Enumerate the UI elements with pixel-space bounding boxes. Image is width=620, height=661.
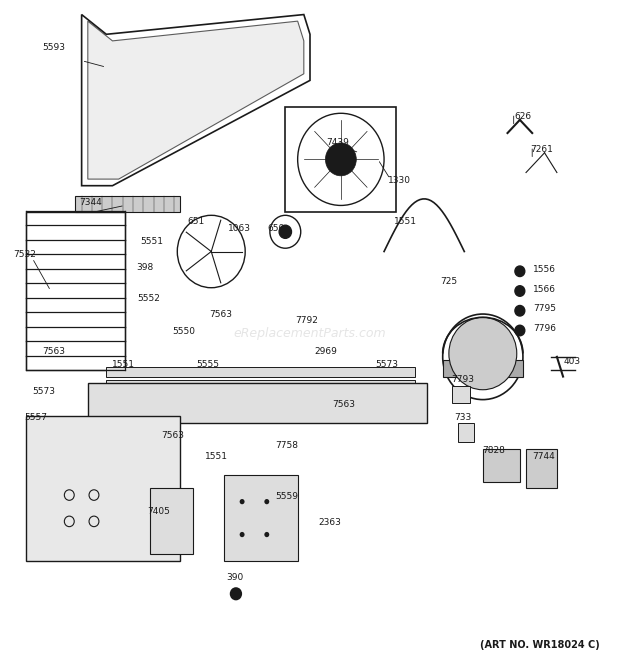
Bar bbox=[106, 393, 415, 403]
Text: 725: 725 bbox=[440, 277, 458, 286]
Text: 7758: 7758 bbox=[275, 441, 298, 450]
Circle shape bbox=[515, 325, 525, 336]
Text: (ART NO. WR18024 C): (ART NO. WR18024 C) bbox=[480, 640, 600, 650]
Circle shape bbox=[264, 532, 269, 537]
Circle shape bbox=[326, 143, 356, 176]
Text: 2363: 2363 bbox=[318, 518, 341, 527]
Circle shape bbox=[279, 225, 291, 239]
Text: 1551: 1551 bbox=[394, 217, 417, 227]
Text: 5550: 5550 bbox=[172, 327, 195, 336]
Text: 651: 651 bbox=[187, 217, 205, 227]
Text: 5552: 5552 bbox=[137, 294, 160, 303]
Text: 7563: 7563 bbox=[209, 309, 232, 319]
Polygon shape bbox=[88, 21, 304, 179]
Text: 7563: 7563 bbox=[332, 400, 355, 408]
Bar bbox=[285, 106, 396, 212]
Text: 5573: 5573 bbox=[376, 360, 399, 369]
Text: 7828: 7828 bbox=[482, 446, 505, 455]
Circle shape bbox=[515, 266, 525, 276]
Circle shape bbox=[264, 499, 269, 504]
Circle shape bbox=[240, 532, 244, 537]
Text: 7563: 7563 bbox=[42, 347, 65, 356]
Text: 1551: 1551 bbox=[205, 452, 228, 461]
Bar bbox=[26, 416, 180, 561]
Bar bbox=[224, 475, 298, 561]
Text: 5559: 5559 bbox=[275, 492, 298, 501]
Text: 733: 733 bbox=[454, 413, 472, 422]
Text: 626: 626 bbox=[515, 112, 531, 121]
Text: 7795: 7795 bbox=[533, 304, 556, 313]
Bar bbox=[458, 422, 474, 442]
Text: 403: 403 bbox=[564, 357, 581, 366]
Text: 7563: 7563 bbox=[161, 432, 185, 440]
Circle shape bbox=[240, 499, 244, 504]
Text: 7793: 7793 bbox=[451, 375, 474, 384]
Text: 5573: 5573 bbox=[32, 387, 55, 395]
Text: 5555: 5555 bbox=[197, 360, 219, 369]
Text: 1063: 1063 bbox=[228, 224, 250, 233]
Circle shape bbox=[515, 286, 525, 296]
Text: 1556: 1556 bbox=[533, 265, 556, 274]
Bar bbox=[76, 196, 180, 212]
Text: 5551: 5551 bbox=[140, 237, 163, 246]
Bar bbox=[452, 387, 471, 403]
Text: 7796: 7796 bbox=[533, 324, 556, 333]
Text: eReplacementParts.com: eReplacementParts.com bbox=[234, 327, 386, 340]
Text: 7792: 7792 bbox=[296, 316, 318, 325]
Text: 7261: 7261 bbox=[530, 145, 553, 154]
Circle shape bbox=[515, 305, 525, 316]
Text: 398: 398 bbox=[136, 264, 153, 272]
Text: 650: 650 bbox=[267, 224, 285, 233]
Circle shape bbox=[230, 587, 242, 600]
Text: 390: 390 bbox=[226, 573, 243, 582]
Text: 7405: 7405 bbox=[148, 507, 171, 516]
Bar bbox=[106, 367, 415, 377]
Bar bbox=[88, 383, 427, 422]
Bar bbox=[483, 449, 520, 482]
Text: 1551: 1551 bbox=[112, 360, 135, 369]
Bar bbox=[26, 212, 125, 370]
Text: 1330: 1330 bbox=[388, 176, 411, 185]
Text: 1566: 1566 bbox=[533, 284, 556, 293]
Text: 7744: 7744 bbox=[532, 452, 555, 461]
Text: 5593: 5593 bbox=[42, 43, 65, 52]
Bar bbox=[106, 380, 415, 390]
Bar bbox=[149, 488, 193, 555]
Text: 5557: 5557 bbox=[24, 413, 47, 422]
Text: 7532: 7532 bbox=[14, 251, 37, 259]
Circle shape bbox=[449, 317, 516, 390]
Text: 7439: 7439 bbox=[326, 138, 349, 147]
Bar bbox=[526, 449, 557, 488]
Text: 7344: 7344 bbox=[79, 198, 102, 207]
Bar bbox=[443, 360, 523, 377]
Text: 2969: 2969 bbox=[314, 347, 337, 356]
